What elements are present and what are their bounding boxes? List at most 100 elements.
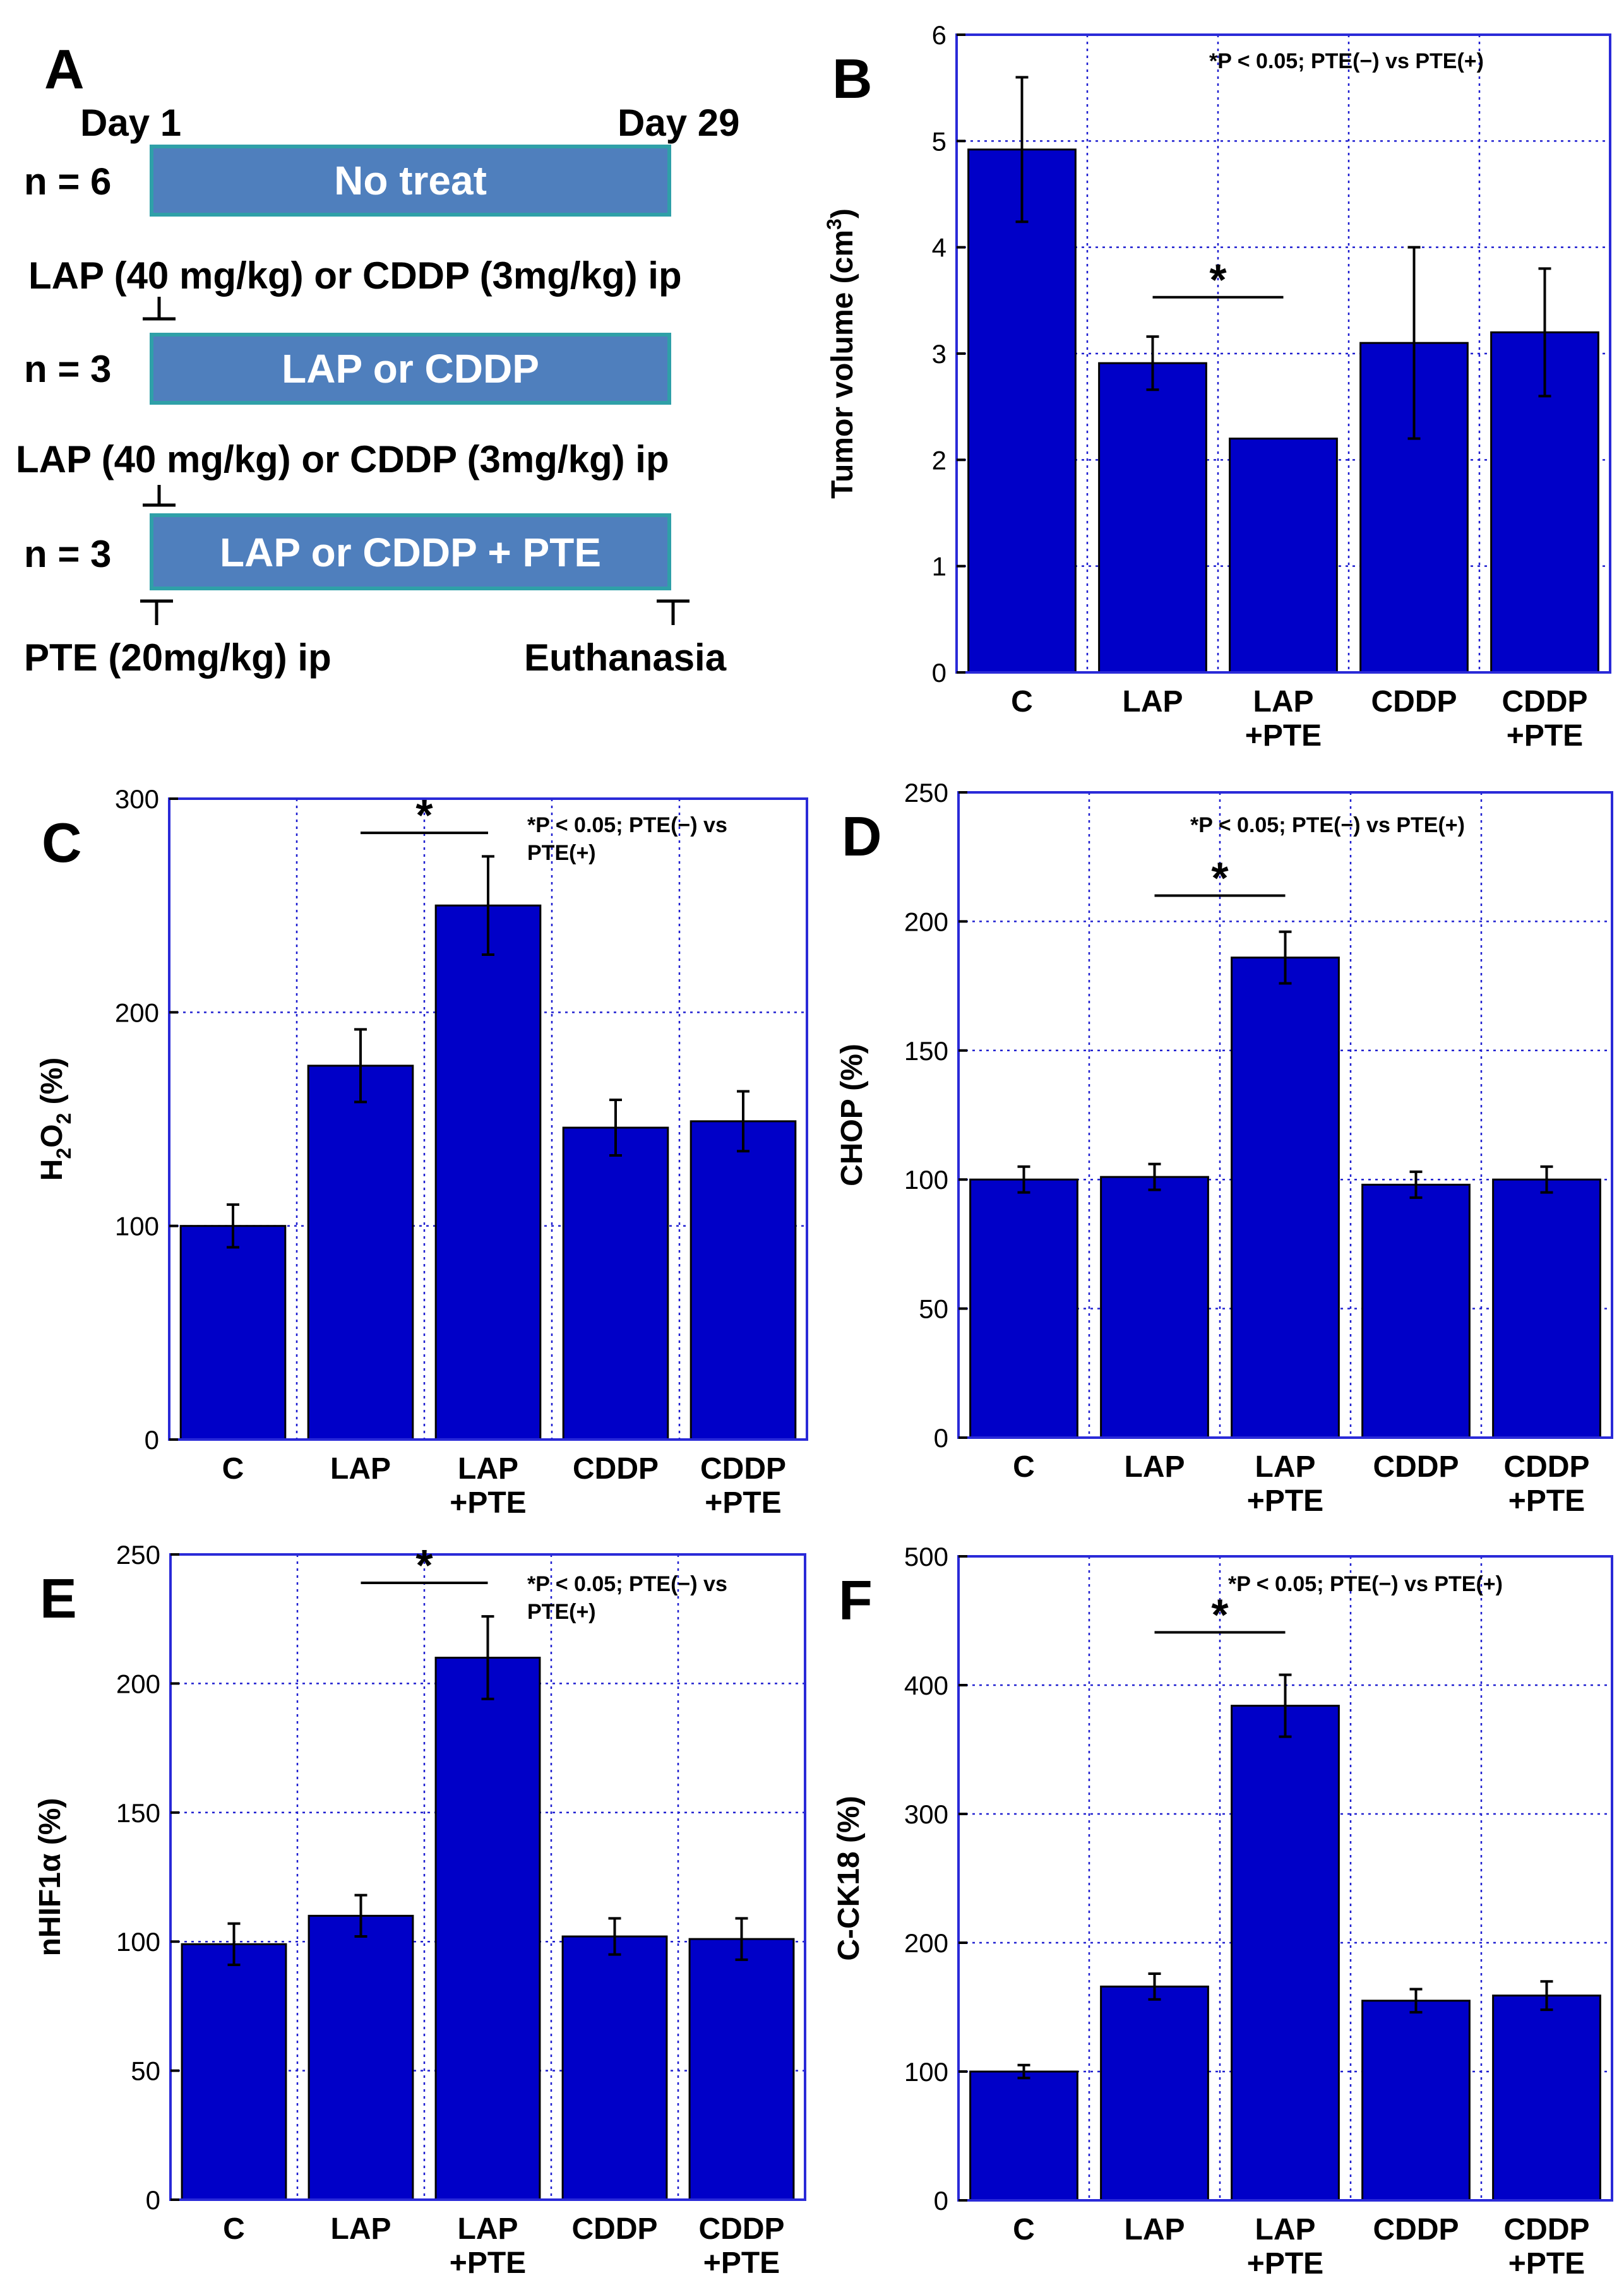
y-axis-title: nHIF1α (%)	[33, 1798, 67, 1957]
x-category-line: LAP	[1253, 685, 1314, 719]
x-category-label: LAP	[331, 2212, 391, 2246]
bar	[1100, 1985, 1209, 2202]
x-category-line: LAP	[1125, 1450, 1185, 1484]
p-value-note: *P < 0.05; PTE(−) vs PTE(+)	[1228, 1572, 1503, 1596]
x-category-label: LAP +PTE	[450, 1452, 526, 1520]
y-tick-label: 400	[904, 1671, 948, 1700]
x-category-label: CDDP +PTE	[698, 2212, 784, 2280]
group-size-combined: n = 3	[24, 533, 111, 575]
y-tick-label: 4	[932, 233, 946, 263]
x-category-line: LAP	[458, 2212, 518, 2246]
y-axis-title: CHOP (%)	[835, 1044, 869, 1186]
x-category-line: CDDP	[698, 2212, 784, 2246]
y-axis-title-sub: 2	[52, 1113, 75, 1124]
y-tick-label: 50	[919, 1294, 948, 1324]
bar	[1492, 1995, 1601, 2202]
x-category-line: CDDP	[1502, 685, 1587, 719]
y-tick-label: 100	[116, 1927, 160, 1957]
x-category-label: LAP	[1123, 685, 1183, 719]
bar	[1229, 438, 1338, 674]
y-tick-label: 200	[115, 998, 159, 1027]
x-category-label: CDDP +PTE	[1503, 1450, 1589, 1518]
bar	[1100, 1176, 1209, 1439]
p-value-note-line: *P < 0.05; PTE(−) vs	[527, 813, 727, 837]
pte-dose-label: PTE (20mg/kg) ip	[24, 636, 331, 679]
x-category-line: C	[223, 2212, 245, 2246]
y-tick-label: 200	[904, 907, 948, 936]
x-category-line: CDDP	[1373, 2213, 1459, 2246]
x-category-line: +PTE	[1508, 2247, 1585, 2281]
y-axis-title-part: O	[35, 1124, 69, 1147]
y-tick-label: 250	[904, 778, 948, 808]
p-value-note: *P < 0.05; PTE(−) vs PTE(+)	[527, 813, 727, 865]
y-axis-title: Tumor volume (cm3)	[823, 208, 859, 499]
significance-star: *	[1211, 854, 1229, 903]
plot-frame	[957, 1555, 1613, 2202]
x-category-label: C	[223, 2212, 245, 2246]
bar	[179, 1225, 287, 1441]
y-axis-title-part: H	[35, 1159, 69, 1181]
bar	[434, 1657, 541, 2201]
y-axis-title: H2O2 (%)	[35, 1058, 75, 1181]
y-tick-label: 0	[934, 1423, 948, 1453]
x-category-line: CDDP	[571, 2212, 657, 2246]
x-category-line: +PTE	[1508, 1484, 1585, 1518]
significance-star: *	[1209, 255, 1227, 304]
y-tick-label: 100	[115, 1212, 159, 1241]
y-tick-label: 0	[145, 1425, 159, 1455]
bar	[1361, 2000, 1471, 2202]
x-category-label: C	[1011, 685, 1033, 719]
bar	[181, 1943, 287, 2201]
x-category-label: CDDP	[1373, 1450, 1459, 1484]
x-category-line: +PTE	[1247, 2247, 1323, 2281]
x-category-line: C	[1013, 2213, 1035, 2246]
significance-star: *	[1211, 1590, 1229, 1639]
bar	[1231, 1705, 1340, 2202]
x-category-line: +PTE	[705, 1486, 781, 1520]
y-tick-label: 0	[932, 658, 946, 688]
y-tick-label: 0	[934, 2186, 948, 2215]
x-category-line: CDDP	[573, 1452, 659, 1486]
x-category-line: C	[1011, 685, 1033, 719]
panel-label: B	[832, 47, 873, 110]
day-end-label: Day 29	[618, 102, 739, 144]
x-category-line: +PTE	[1245, 719, 1322, 753]
panel-label: D	[842, 805, 882, 868]
no-treat-box	[150, 145, 671, 217]
bar	[969, 2070, 1078, 2202]
y-axis-title-part: Tumor volume (cm	[826, 230, 859, 499]
x-category-label: CDDP	[1371, 685, 1457, 719]
x-category-line: LAP	[330, 1452, 391, 1486]
p-value-note-line: *P < 0.05; PTE(−) vs PTE(+)	[1228, 1572, 1503, 1596]
group-size-single: n = 3	[24, 348, 111, 390]
x-category-line: LAP	[1125, 2213, 1185, 2246]
y-tick-label: 1	[932, 552, 946, 581]
x-category-line: CDDP	[700, 1452, 786, 1486]
x-category-label: LAP +PTE	[1247, 2213, 1323, 2281]
x-category-label: CDDP +PTE	[1502, 685, 1587, 753]
plot-frame	[168, 797, 808, 1441]
x-category-line: LAP	[1255, 1450, 1316, 1484]
panel-label: F	[839, 1569, 873, 1631]
no-treat-label: No treat	[334, 158, 487, 203]
y-tick-label: 150	[904, 1036, 948, 1066]
x-category-line: LAP	[1255, 2213, 1316, 2246]
bar	[561, 1935, 668, 2201]
x-category-line: +PTE	[1247, 1484, 1323, 1518]
bar	[688, 1938, 795, 2201]
euthanasia-arrow	[657, 599, 690, 625]
x-category-label: C	[1013, 1450, 1035, 1484]
schedule-diagram: A Day 1 Day 29 n = 6 No treat LAP (40 mg…	[16, 38, 739, 679]
bar	[434, 904, 542, 1441]
panel-label: E	[40, 1567, 77, 1630]
p-value-note-line: *P < 0.05; PTE(−) vs PTE(+)	[1209, 49, 1484, 73]
p-value-note-line: PTE(+)	[527, 1600, 596, 1624]
group-size-untreated: n = 6	[24, 160, 111, 203]
y-tick-label: 200	[116, 1669, 160, 1698]
plot-frame	[957, 791, 1613, 1439]
y-axis-title: C-CK18 (%)	[832, 1796, 866, 1960]
euthanasia-label: Euthanasia	[524, 636, 727, 679]
y-axis-title-sub: 2	[52, 1148, 75, 1159]
